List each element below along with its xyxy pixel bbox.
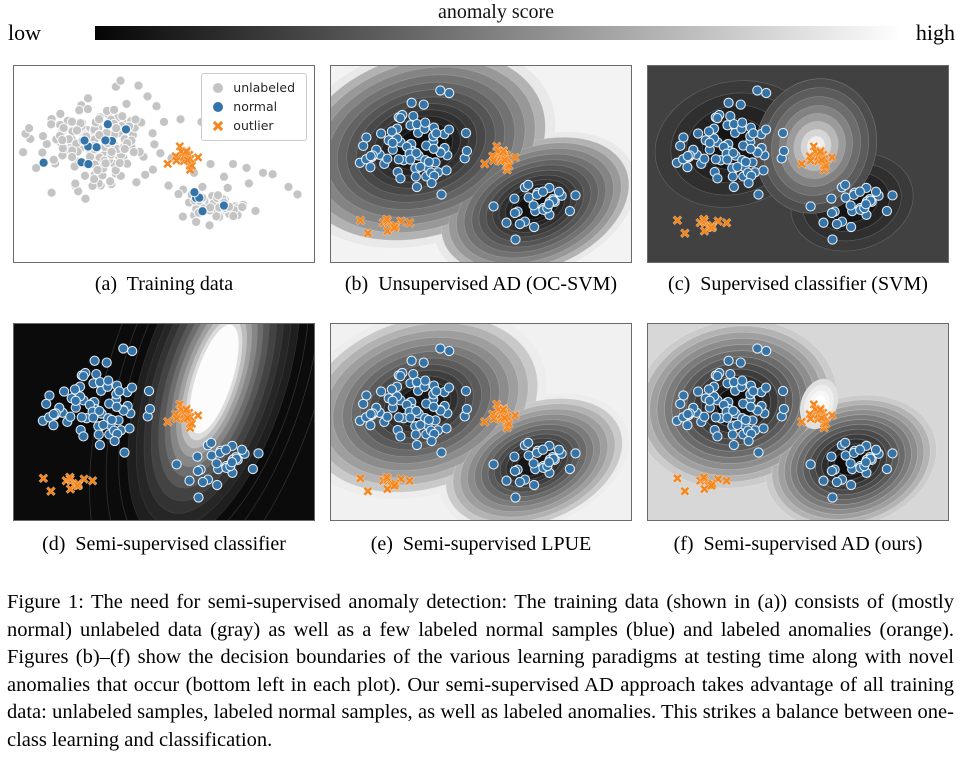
legend-item-normal: normal xyxy=(211,100,295,114)
colorbar-high-label: high xyxy=(915,20,955,45)
legend-item-outlier: outlier xyxy=(211,119,295,133)
ocsvm-contour-plot xyxy=(331,66,631,262)
panel-caption-b: (b) Unsupervised AD (OC-SVM) xyxy=(344,273,618,295)
legend-item-unlabeled: unlabeled xyxy=(211,81,295,95)
plot-legend: unlabeled normal outlier xyxy=(201,73,307,141)
legend-label-outlier: outlier xyxy=(233,118,274,133)
colorbar-gradient xyxy=(95,26,897,40)
semi-classifier-contour-plot xyxy=(14,324,314,520)
panel-caption-a: (a) Training data xyxy=(94,273,234,295)
panel-semi-supervised-ad-ours xyxy=(647,323,949,521)
panel-caption-e: (e) Semi-supervised LPUE xyxy=(370,533,592,555)
lpue-contour-plot xyxy=(331,324,631,520)
panel-semi-supervised-lpue xyxy=(330,323,632,521)
legend-label-unlabeled: unlabeled xyxy=(233,80,295,95)
panel-training-data: unlabeled normal outlier xyxy=(13,65,315,263)
outlier-x-icon xyxy=(213,120,224,132)
legend-label-normal: normal xyxy=(233,99,278,114)
figure-caption: Figure 1: The need for semi-supervised a… xyxy=(7,591,954,751)
panel-caption-c: (c) Supervised classifier (SVM) xyxy=(668,273,928,295)
panel-semi-supervised-classifier xyxy=(13,323,315,521)
colorbar-low-label: low xyxy=(8,20,41,45)
panel-unsupervised-ocsvm xyxy=(330,65,632,263)
panel-supervised-svm xyxy=(647,65,949,263)
normal-dot-icon xyxy=(213,102,224,112)
ssad-contour-plot xyxy=(648,324,948,520)
panel-caption-d: (d) Semi-supervised classifier xyxy=(42,533,286,555)
colorbar-title: anomaly score xyxy=(437,1,555,23)
svm-contour-plot xyxy=(648,66,948,262)
panel-caption-f: (f) Semi-supervised AD (ours) xyxy=(673,533,923,555)
unlabeled-dot-icon xyxy=(213,83,224,93)
